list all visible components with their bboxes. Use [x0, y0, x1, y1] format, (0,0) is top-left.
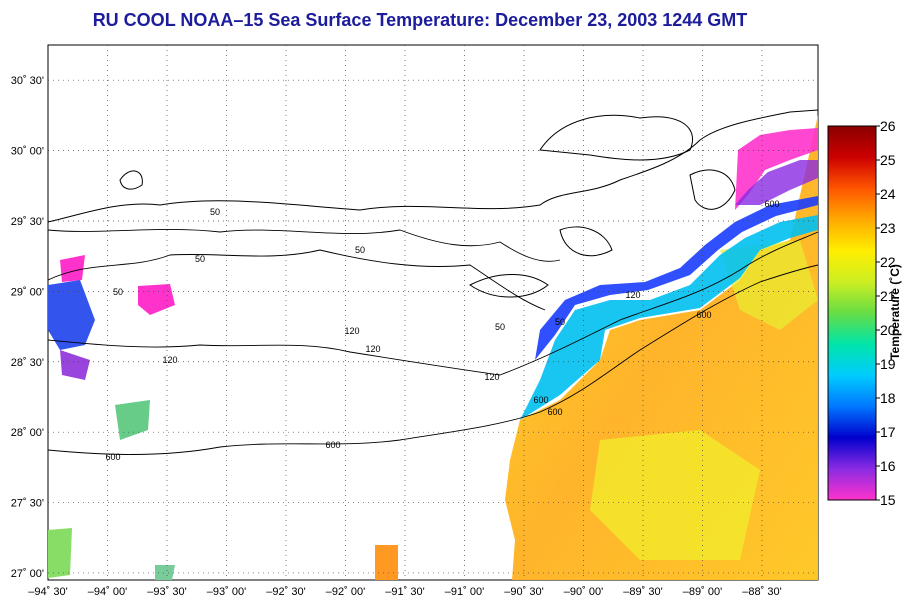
contour-label: 120: [625, 290, 640, 300]
magenta-patch-west: [60, 255, 85, 282]
violet-coastal: [735, 160, 818, 205]
contour-label: 50: [555, 317, 565, 327]
map-area: 50 50 50 50 50 50 120 120 120 120 120 600 600 600 600 6…: [47, 44, 819, 581]
longitude-tick-label: –92˚ 00': [326, 586, 365, 598]
contour-120m: [47, 231, 819, 376]
contour-label: 50: [355, 245, 365, 255]
colorbar-tick-label: 21: [880, 288, 896, 304]
magenta-patch-west: [138, 284, 175, 315]
contour-label: 600: [696, 310, 711, 320]
colorbar-tick-label: 22: [880, 254, 896, 270]
longitude-tick-label: –91˚ 30': [385, 586, 424, 598]
colorbar-tick-label: 18: [880, 390, 896, 406]
green-patch-west: [48, 528, 72, 578]
blue-water-band: [535, 196, 818, 360]
purple-patch-west: [60, 350, 90, 380]
colorbar-scale: [827, 125, 877, 501]
contour-label: 50: [195, 254, 205, 264]
contour-label: 50: [210, 207, 220, 217]
magenta-coastal: [735, 128, 818, 210]
longitude-tick-label: –88˚ 30': [742, 586, 781, 598]
contour-label: 50: [113, 287, 123, 297]
longitude-tick-label: –90˚ 00': [564, 586, 603, 598]
contour-50m: [47, 228, 561, 311]
colorbar-ticks: 26 25 24 23 22 21 20 19 18 17 16 15: [876, 118, 896, 508]
blue-patch-west: [48, 280, 95, 350]
contour-label: 120: [162, 355, 177, 365]
contour-label: 600: [325, 440, 340, 450]
colorbar-tick-label: 25: [880, 152, 896, 168]
contour-label: 120: [365, 344, 380, 354]
latitude-tick-label: 29˚ 00': [11, 286, 44, 298]
colorbar-tick-label: 20: [880, 322, 896, 338]
contour-label: 600: [547, 407, 562, 417]
graticule: [48, 45, 818, 580]
longitude-labels: –94˚ 30' –94˚ 00' –93˚ 30' –93˚ 00' –92˚ 30'…: [28, 586, 781, 598]
latitude-tick-label: 27˚ 00': [11, 568, 44, 580]
longitude-tick-label: –89˚ 00': [683, 586, 722, 598]
longitude-tick-label: –90˚ 30': [504, 586, 543, 598]
map-title: RU COOL NOAA–15 Sea Surface Temperature:…: [92, 10, 748, 30]
longitude-tick-label: –94˚ 30': [28, 586, 67, 598]
colorbar-tick-label: 16: [880, 458, 896, 474]
colorbar-tick-label: 24: [880, 186, 896, 202]
latitude-tick-label: 30˚ 00': [11, 146, 44, 158]
latitude-tick-label: 28˚ 30': [11, 357, 44, 369]
longitude-tick-label: –94˚ 00': [88, 586, 127, 598]
colorbar-tick-label: 19: [880, 356, 896, 372]
longitude-tick-label: –89˚ 30': [623, 586, 662, 598]
contour-label: 600: [764, 199, 779, 209]
contour-label: 600: [533, 395, 548, 405]
colorbar-tick-label: 17: [880, 424, 896, 440]
latitude-tick-label: 27˚ 30': [11, 498, 44, 510]
longitude-tick-label: –93˚ 00': [207, 586, 246, 598]
colorbar: 26 25 24 23 22 21 20 19 18 17 16 15: [827, 118, 896, 508]
contour-600m: [47, 264, 819, 455]
contour-label: 120: [484, 372, 499, 382]
contour-label: 120: [344, 326, 359, 336]
latitude-labels: 30˚ 30' 30˚ 00' 29˚ 30' 29˚ 00' 28˚ 30' 28˚ 0…: [11, 75, 44, 580]
cool-water-band: [520, 215, 818, 420]
latitude-tick-label: 30˚ 30': [11, 75, 44, 87]
orange-patch-south: [375, 545, 398, 580]
longitude-tick-label: –93˚ 30': [147, 586, 186, 598]
contour-labels: 50 50 50 50 50 50 120 120 120 120 120 600 600 600 600 6…: [105, 199, 779, 462]
green-patch-west: [115, 400, 150, 440]
contour-label: 50: [495, 322, 505, 332]
latitude-tick-label: 28˚ 00': [11, 427, 44, 439]
latitude-tick-label: 29˚ 30': [11, 216, 44, 228]
longitude-tick-label: –91˚ 00': [445, 586, 484, 598]
longitude-tick-label: –92˚ 30': [266, 586, 305, 598]
coastline: [47, 109, 819, 298]
colorbar-tick-label: 23: [880, 220, 896, 236]
green-patch-south: [155, 565, 175, 580]
colorbar-tick-label: 15: [880, 492, 896, 508]
contour-label: 600: [105, 452, 120, 462]
yellow-patch: [590, 430, 760, 560]
colorbar-title: Temperature (˚C): [888, 264, 902, 360]
colorbar-tick-label: 26: [880, 118, 896, 134]
